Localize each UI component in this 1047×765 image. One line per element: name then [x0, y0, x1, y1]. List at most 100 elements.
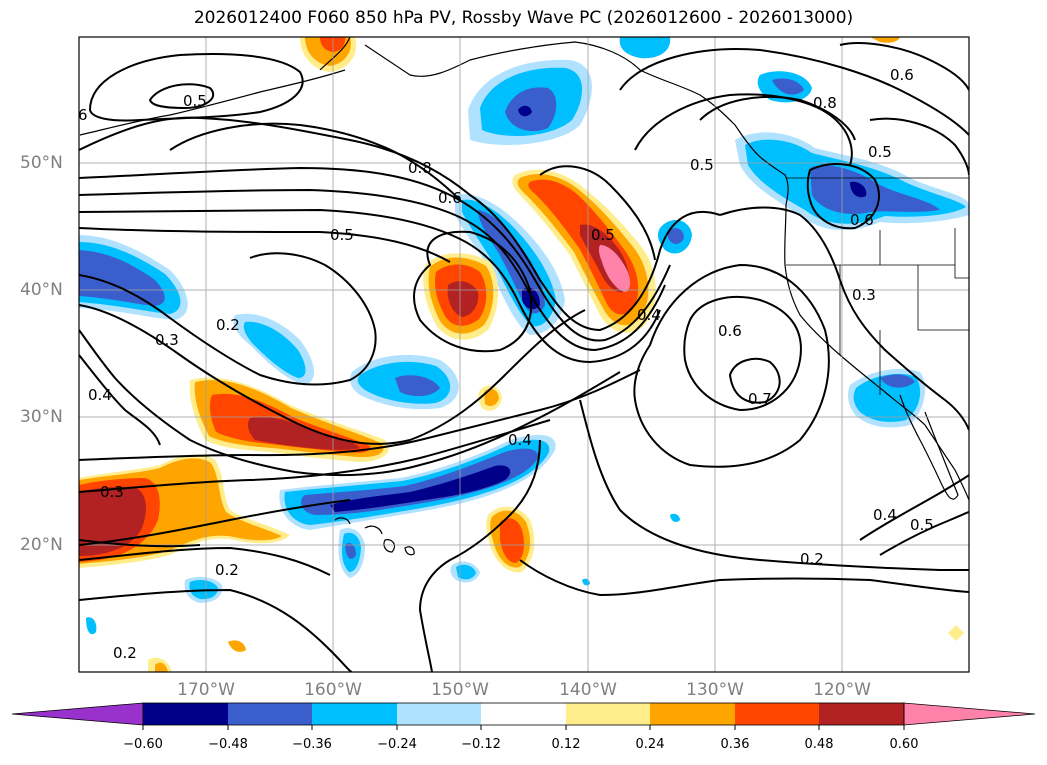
- coastline-uswest: [784, 204, 969, 501]
- shading-pos-small: [948, 625, 964, 641]
- contour-label: 0.2: [216, 316, 240, 334]
- contour-line: [839, 42, 969, 91]
- shading-pos-small: [484, 388, 499, 406]
- contour-line: [869, 117, 969, 176]
- coastline-baja: [899, 394, 959, 500]
- contour-layer: [79, 42, 969, 672]
- border-states: [786, 228, 969, 331]
- lon-label-130w: 130°W: [686, 680, 744, 700]
- colorbar-segment: [397, 703, 481, 725]
- lon-label-120w: 120°W: [813, 680, 871, 700]
- contour-label: 0.5: [868, 143, 892, 161]
- shading-neg-small: [670, 513, 680, 523]
- contour-label-layer: 0.5 6 0.8 0.6 0.5 0.8 0.5 0.5 0.6 0.6 0.…: [78, 66, 934, 662]
- contour-label: 0.4: [88, 386, 112, 404]
- contour-line: [719, 206, 969, 431]
- lon-label-170w: 170°W: [177, 680, 235, 700]
- coastline-hawaii: [364, 525, 383, 535]
- colorbar-tick-label: −0.36: [292, 737, 332, 752]
- contour-line: [79, 354, 161, 446]
- contour-line: [79, 539, 201, 548]
- shading-pos-small: [155, 662, 168, 672]
- contour-label: 0.5: [591, 226, 615, 244]
- colorbar-extend-low: [11, 702, 144, 726]
- shading-neg-54n: [518, 105, 532, 117]
- contour-line: [519, 559, 969, 597]
- contour-line: [634, 93, 853, 166]
- lat-label-50n: 50°N: [20, 153, 63, 173]
- contour-line: [79, 588, 353, 672]
- coastline-alaska: [319, 37, 759, 156]
- lon-label-160w: 160°W: [304, 680, 362, 700]
- contour-line: [79, 369, 641, 461]
- shading-pos-small: [228, 640, 246, 652]
- lat-label-30n: 30°N: [20, 407, 63, 427]
- contour-line: [79, 188, 666, 352]
- shading-neg-small: [345, 543, 356, 559]
- colorbar-tick-label: −0.48: [208, 737, 248, 752]
- shading-pos-22n: [500, 518, 524, 563]
- shading-layer: [79, 37, 969, 672]
- contour-label: 0.2: [113, 644, 137, 662]
- contour-line: [699, 95, 856, 141]
- contour-label: 0.2: [800, 550, 824, 568]
- shading-neg-subtrop: [301, 448, 539, 515]
- colorbar-segment: [228, 703, 312, 725]
- map-title: 2026012400 F060 850 hPa PV, Rossby Wave …: [193, 8, 854, 28]
- contour-line: [79, 546, 331, 576]
- contour-label: 0.5: [690, 156, 714, 174]
- colorbar-segment: [735, 703, 819, 725]
- lon-label-140w: 140°W: [559, 680, 617, 700]
- contour-line: [88, 53, 304, 122]
- shading-pos-gulf: [598, 245, 631, 292]
- lon-label-150w: 150°W: [431, 680, 489, 700]
- contour-label: 0.4: [508, 431, 532, 449]
- shading-neg-subtrop: [330, 465, 511, 512]
- shading-pos-north: [870, 37, 900, 43]
- contour-label: 6: [78, 106, 88, 124]
- contour-line: [806, 163, 880, 230]
- contour-label: 0.5: [183, 92, 207, 110]
- colorbar-tick-label: −0.60: [123, 737, 163, 752]
- contour-line: [619, 48, 969, 136]
- shading-neg-west: [79, 250, 165, 306]
- colorbar-segment: [819, 703, 904, 725]
- contour-line: [633, 263, 830, 468]
- colorbar-tick-label: −0.12: [461, 737, 501, 752]
- colorbar-segment: [143, 703, 228, 725]
- contour-label: 0.3: [155, 331, 179, 349]
- map-frame: [78, 36, 970, 673]
- contour-line: [169, 122, 461, 201]
- colorbar-segment: [650, 703, 735, 725]
- contour-line: [79, 499, 351, 546]
- contour-label: 0.4: [873, 506, 897, 524]
- shading-neg-alaska: [619, 37, 671, 59]
- contour-label: 0.7: [748, 390, 772, 408]
- contour-label: 0.3: [100, 483, 124, 501]
- colorbar-tick-label: 0.12: [551, 737, 581, 752]
- lat-label-40n: 40°N: [20, 280, 63, 300]
- shading-neg-small: [395, 375, 440, 397]
- contour-label: 0.6: [850, 211, 874, 229]
- coastline-hawaii: [334, 517, 351, 525]
- shading-neg-small: [668, 228, 684, 244]
- contour-line: [148, 83, 215, 110]
- contour-line: [79, 329, 621, 477]
- colorbar-frame: [142, 702, 905, 726]
- colorbar-tick-label: −0.24: [377, 737, 417, 752]
- contour-line: [79, 419, 551, 493]
- contour-line: [79, 116, 721, 332]
- contour-line: [79, 252, 377, 386]
- contour-line: [79, 208, 661, 364]
- colorbar-tick-label: 0.24: [635, 737, 665, 752]
- contour-line: [539, 165, 656, 261]
- shading-neg-calif: [880, 374, 915, 388]
- lat-label-20n: 20°N: [20, 535, 63, 555]
- coastline-hawaii: [404, 546, 415, 556]
- contour-line: [79, 304, 586, 445]
- colorbar-extend-high: [903, 702, 1036, 726]
- shading-neg-small: [456, 564, 476, 580]
- contour-line: [413, 230, 533, 353]
- contour-label: 0.5: [330, 226, 354, 244]
- contour-line: [728, 357, 781, 404]
